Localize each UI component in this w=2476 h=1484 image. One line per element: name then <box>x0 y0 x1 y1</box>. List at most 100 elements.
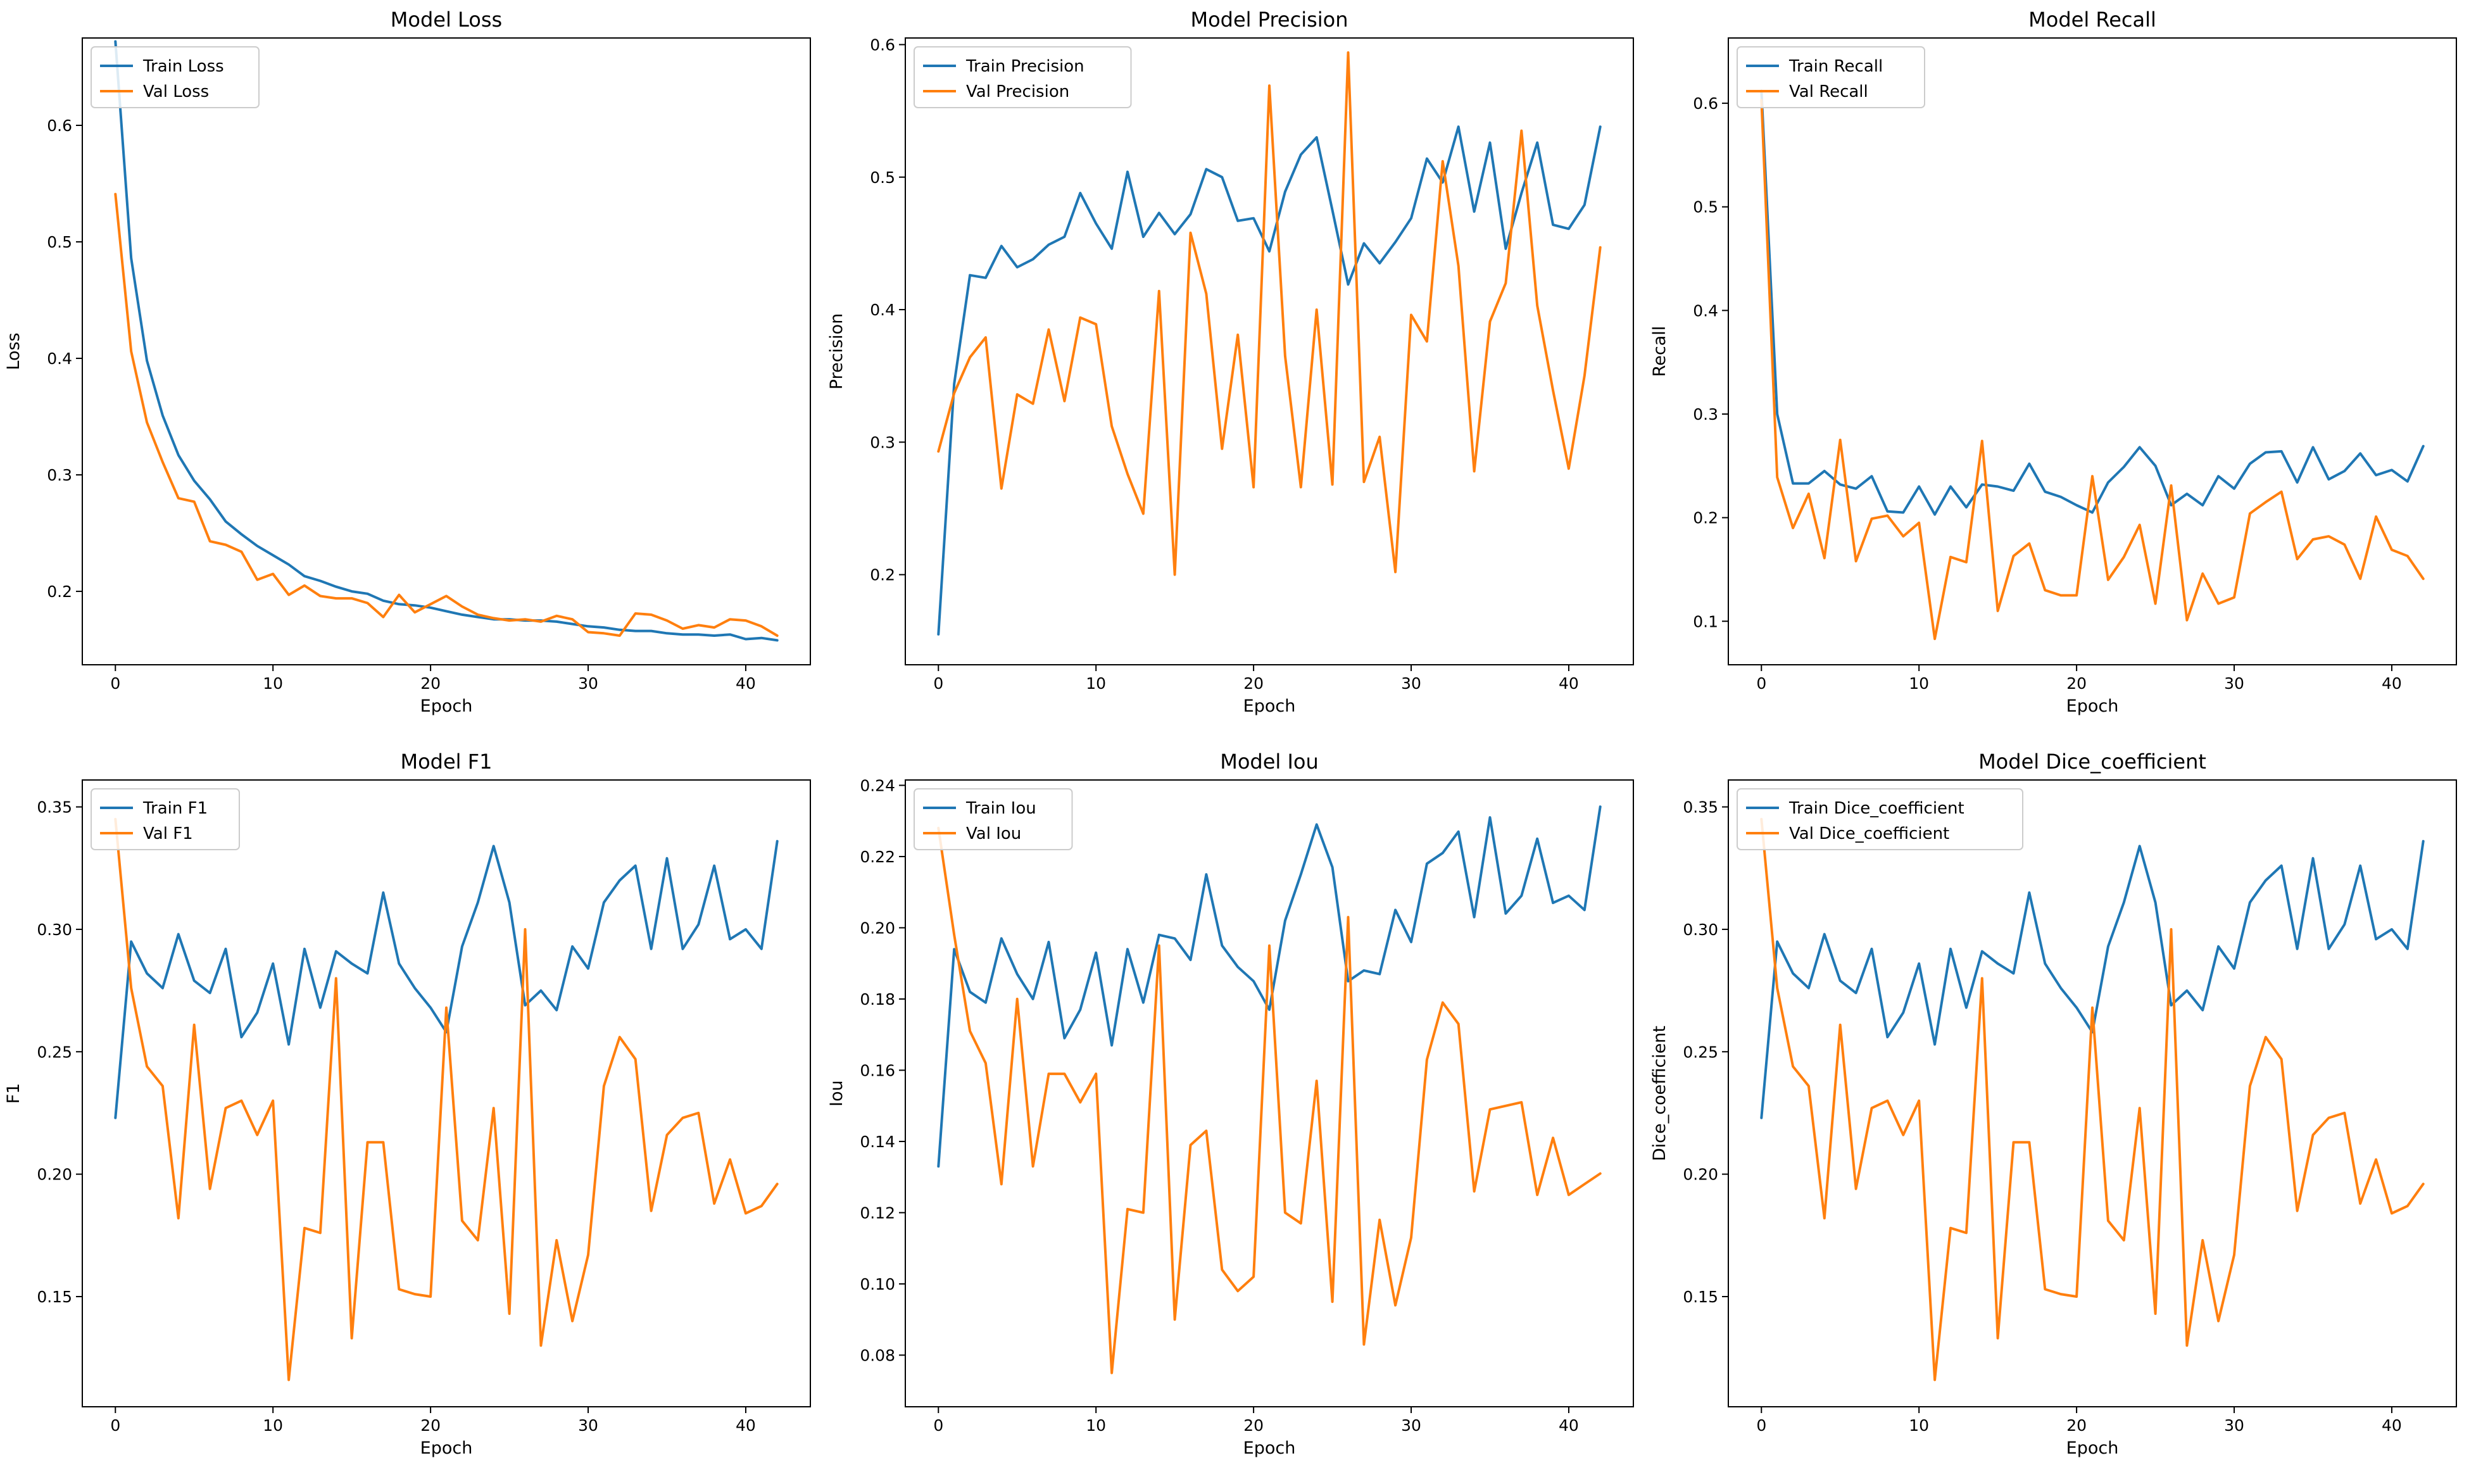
x-tick-label: 20 <box>420 1416 441 1435</box>
x-tick-label: 20 <box>1243 674 1264 693</box>
y-tick-label: 0.12 <box>860 1204 895 1222</box>
x-tick-label: 10 <box>263 1416 283 1435</box>
val-series-line <box>1760 817 2425 1381</box>
y-tick-label: 0.2 <box>47 582 72 601</box>
y-tick-label: 0.08 <box>860 1346 895 1364</box>
x-axis-label: Epoch <box>420 1438 473 1458</box>
x-tick-label: 30 <box>578 1416 598 1435</box>
chart-recall: Model Recall 0 10 20 30 40 0.1 0.2 0.3 0.4 0.5 0.6 E… <box>1650 8 2457 716</box>
chart-loss: Model Loss 0 10 20 30 40 0.2 0.3 0.4 0.5 0.6 Epoch L… <box>4 8 811 716</box>
legend-entry: Train Dice_coefficient <box>1788 799 1964 818</box>
legend-box <box>91 46 260 108</box>
x-tick-label: 0 <box>1756 674 1766 693</box>
legend-entry: Val Iou <box>966 824 1021 843</box>
val-series-line <box>937 51 1602 576</box>
x-tick-label: 0 <box>933 674 943 693</box>
y-tick-label: 0.3 <box>870 433 895 451</box>
y-axis-label: Precision <box>827 313 846 389</box>
plot-title: Model Dice_coefficient <box>1978 750 2206 774</box>
y-axis-label: F1 <box>4 1083 23 1104</box>
train-series-line <box>114 40 779 642</box>
y-tick-label: 0.16 <box>860 1061 895 1079</box>
y-tick-label: 0.6 <box>870 35 895 54</box>
x-axis-label: Epoch <box>420 696 473 716</box>
train-series-line <box>1760 839 2425 1119</box>
y-axis-label: Iou <box>827 1080 846 1107</box>
x-tick-label: 40 <box>1559 1416 1579 1435</box>
x-tick-label: 0 <box>110 674 120 693</box>
y-tick-label: 0.5 <box>1693 198 1718 217</box>
chart-f1: Model F1 0 10 20 30 40 0.15 0.20 0.25 0.30 0.35 Epo… <box>4 750 811 1458</box>
y-tick-label: 0.20 <box>1683 1166 1718 1184</box>
legend-entry: Train Iou <box>965 799 1036 818</box>
x-tick-label: 20 <box>2066 1416 2087 1435</box>
x-tick-label: 30 <box>578 674 598 693</box>
y-tick-label: 0.22 <box>860 848 895 866</box>
y-tick-label: 0.25 <box>37 1043 72 1061</box>
x-tick-label: 30 <box>1401 674 1421 693</box>
y-tick-label: 0.5 <box>47 233 72 251</box>
y-tick-label: 0.5 <box>870 168 895 187</box>
x-tick-label: 10 <box>1086 674 1106 693</box>
x-tick-label: 40 <box>736 1416 756 1435</box>
y-tick-label: 0.14 <box>860 1133 895 1151</box>
axes-frame <box>1728 779 2457 1407</box>
x-tick-label: 40 <box>2382 1416 2402 1435</box>
x-tick-label: 40 <box>2382 674 2402 693</box>
val-series-line <box>114 817 779 1381</box>
chart-iou: Model Iou 0 10 20 30 40 0.08 0.10 0.12 0.14 0.16 0.… <box>827 750 1634 1458</box>
y-tick-label: 0.15 <box>37 1288 72 1306</box>
legend-box <box>1737 46 1925 108</box>
x-tick-label: 10 <box>1086 1416 1106 1435</box>
x-tick-label: 0 <box>933 1416 943 1435</box>
y-tick-label: 0.2 <box>870 566 895 584</box>
y-tick-label: 0.30 <box>37 921 72 939</box>
y-tick-label: 0.35 <box>37 798 72 817</box>
y-tick-label: 0.20 <box>37 1166 72 1184</box>
axes-frame <box>1728 37 2457 665</box>
y-tick-label: 0.15 <box>1683 1288 1718 1306</box>
axes-frame <box>82 37 811 665</box>
chart-precision: Model Precision 0 10 20 30 40 0.2 0.3 0.4 0.5 0.6 E… <box>827 8 1634 716</box>
y-tick-label: 0.18 <box>860 990 895 1009</box>
y-tick-label: 0.3 <box>47 466 72 484</box>
x-tick-label: 0 <box>1756 1416 1766 1435</box>
legend-entry: Val Dice_coefficient <box>1789 824 1949 843</box>
y-tick-label: 0.4 <box>870 301 895 319</box>
val-series-line <box>937 826 1602 1374</box>
y-tick-label: 0.25 <box>1683 1043 1718 1061</box>
plot-title: Model Recall <box>2028 8 2156 32</box>
x-tick-label: 30 <box>2224 1416 2244 1435</box>
train-series-line <box>1760 89 2425 516</box>
x-axis-label: Epoch <box>1243 696 1296 716</box>
y-tick-label: 0.10 <box>860 1275 895 1293</box>
val-series-line <box>114 192 779 637</box>
axes-frame <box>905 779 1634 1407</box>
y-axis-label: Dice_coefficient <box>1650 1026 1669 1161</box>
y-tick-label: 0.6 <box>47 116 72 135</box>
y-axis-label: Loss <box>4 332 23 370</box>
train-series-line <box>937 125 1602 636</box>
legend-entry: Val F1 <box>143 824 193 843</box>
x-axis-label: Epoch <box>1243 1438 1296 1458</box>
y-tick-label: 0.3 <box>1693 405 1718 424</box>
legend-box <box>914 46 1132 108</box>
legend-entry: Train Loss <box>142 57 224 76</box>
legend-entry: Train Recall <box>1788 57 1883 76</box>
x-tick-label: 40 <box>736 674 756 693</box>
legend-entry: Val Recall <box>1789 82 1868 101</box>
y-tick-label: 0.2 <box>1693 509 1718 527</box>
x-tick-label: 10 <box>1909 674 1929 693</box>
x-tick-label: 20 <box>420 674 441 693</box>
x-tick-label: 0 <box>110 1416 120 1435</box>
axes-frame <box>905 37 1634 665</box>
chart-dice-coefficient: Model Dice_coefficient 0 10 20 30 40 0.15 0.20 0… <box>1650 750 2457 1458</box>
legend-entry: Val Precision <box>966 82 1069 101</box>
x-tick-label: 30 <box>2224 674 2244 693</box>
legend-entry: Val Loss <box>143 82 209 101</box>
train-series-line <box>114 839 779 1119</box>
y-tick-label: 0.4 <box>47 349 72 368</box>
y-tick-label: 0.24 <box>860 776 895 795</box>
plot-title: Model Loss <box>391 8 502 32</box>
